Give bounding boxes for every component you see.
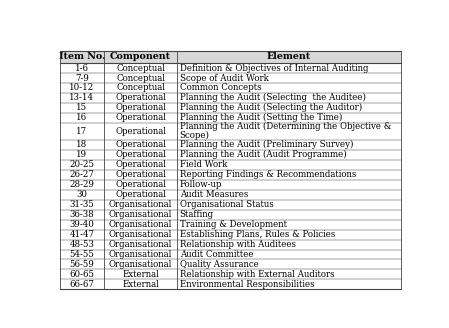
Text: 15: 15 [76,103,88,113]
Text: 19: 19 [76,150,88,159]
Text: Organisational: Organisational [109,240,172,249]
Bar [60,63,401,73]
Text: Component: Component [110,52,171,61]
Text: Operational: Operational [115,170,166,179]
Text: 7-9: 7-9 [75,73,89,83]
Text: Organisational: Organisational [109,200,172,209]
Text: Common Concepts: Common Concepts [180,83,261,92]
Text: Field Work: Field Work [180,160,227,169]
Text: Operational: Operational [115,190,166,199]
Text: 66-67: 66-67 [69,280,94,289]
Text: 13-14: 13-14 [69,93,94,102]
Text: 1-6: 1-6 [75,64,89,72]
Text: Quality Assurance: Quality Assurance [180,260,259,269]
Bar [60,259,401,270]
Text: Organisational: Organisational [109,230,172,239]
Text: Operational: Operational [115,150,166,159]
Text: Operational: Operational [115,180,166,189]
Text: Scope): Scope) [180,131,210,140]
Text: 18: 18 [76,140,88,149]
Text: Environmental Responsibilities: Environmental Responsibilities [180,280,314,289]
Bar [60,160,401,170]
Text: Conceptual: Conceptual [116,83,165,92]
Bar [60,220,401,230]
Text: Operational: Operational [115,103,166,113]
Text: 36-38: 36-38 [70,210,94,219]
Bar [60,180,401,190]
Bar [60,210,401,220]
Text: Planning the Audit (Setting the Time): Planning the Audit (Setting the Time) [180,113,342,122]
Text: Audit Committee: Audit Committee [180,250,253,259]
Text: Operational: Operational [115,140,166,149]
Text: 56-59: 56-59 [69,260,94,269]
Bar [60,279,401,289]
Text: Operational: Operational [115,127,166,136]
Text: Relationship with External Auditors: Relationship with External Auditors [180,270,335,279]
Text: 41-47: 41-47 [69,230,94,239]
Text: 48-53: 48-53 [69,240,94,249]
Text: Scope of Audit Work: Scope of Audit Work [180,73,269,83]
Text: Establishing Plans, Rules & Policies: Establishing Plans, Rules & Policies [180,230,335,239]
Text: Relationship with Auditees: Relationship with Auditees [180,240,296,249]
Text: 31-35: 31-35 [70,200,94,209]
Text: Audit Measures: Audit Measures [180,190,248,199]
Text: Definition & Objectives of Internal Auditing: Definition & Objectives of Internal Audi… [180,64,368,72]
Text: 26-27: 26-27 [69,170,94,179]
Text: Follow-up: Follow-up [180,180,222,189]
Text: 60-65: 60-65 [69,270,94,279]
Text: Planning the Audit (Audit Programme): Planning the Audit (Audit Programme) [180,150,347,159]
Text: Planning the Audit (Preliminary Survey): Planning the Audit (Preliminary Survey) [180,140,353,150]
Text: 39-40: 39-40 [69,220,94,229]
Text: Operational: Operational [115,160,166,169]
Text: External: External [122,280,159,289]
Bar [60,190,401,200]
Text: Organisational: Organisational [109,260,172,269]
Text: 16: 16 [76,113,88,122]
Text: Conceptual: Conceptual [116,73,165,83]
Text: Operational: Operational [115,113,166,122]
Bar [60,140,401,150]
Text: Operational: Operational [115,93,166,102]
Bar [60,239,401,250]
Bar [60,230,401,239]
Text: Conceptual: Conceptual [116,64,165,72]
Bar [60,250,401,259]
Text: Training & Development: Training & Development [180,220,287,229]
Bar [60,123,401,140]
Text: 30: 30 [76,190,87,199]
Bar [60,270,401,279]
Text: Item No.: Item No. [58,52,105,61]
Bar [60,93,401,103]
Text: Planning the Audit (Determining the Objective &: Planning the Audit (Determining the Obje… [180,122,391,132]
Text: Reporting Findings & Recommendations: Reporting Findings & Recommendations [180,170,356,179]
Text: Organisational Status: Organisational Status [180,200,273,209]
Text: 17: 17 [76,127,88,136]
Text: Element: Element [267,52,311,61]
Text: Planning the Audit (Selecting the Auditor): Planning the Audit (Selecting the Audito… [180,103,362,113]
Text: Organisational: Organisational [109,250,172,259]
Bar [60,113,401,123]
Text: Staffing: Staffing [180,210,214,219]
Text: 28-29: 28-29 [69,180,94,189]
Text: 20-25: 20-25 [69,160,94,169]
Text: External: External [122,270,159,279]
Bar [60,103,401,113]
Bar [60,73,401,83]
Text: 54-55: 54-55 [69,250,94,259]
Bar [60,170,401,180]
Text: 10-12: 10-12 [69,83,94,92]
Bar [60,51,401,63]
Text: Organisational: Organisational [109,220,172,229]
Bar [60,83,401,93]
Text: Planning the Audit (Selecting  the Auditee): Planning the Audit (Selecting the Audite… [180,93,365,102]
Bar [60,200,401,210]
Bar [60,150,401,160]
Text: Organisational: Organisational [109,210,172,219]
